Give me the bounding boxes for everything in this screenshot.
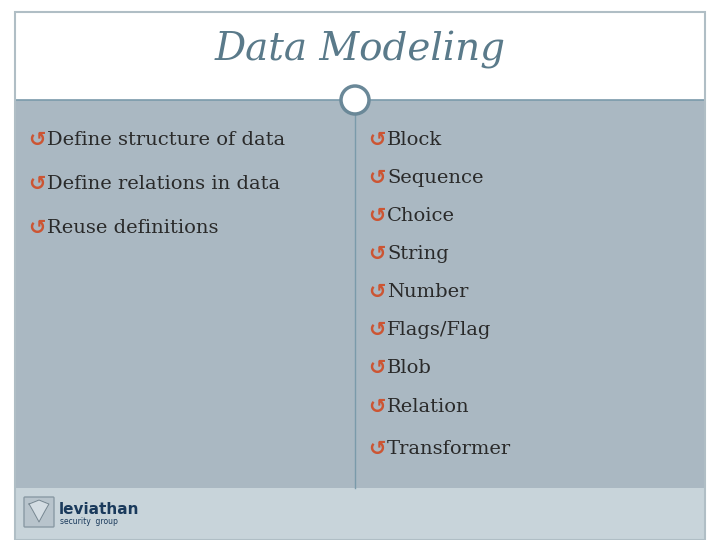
Text: Define structure of data: Define structure of data: [47, 131, 285, 149]
Text: Transformer: Transformer: [387, 440, 511, 458]
Text: ↺: ↺: [368, 168, 385, 188]
Text: ↺: ↺: [368, 397, 385, 417]
Text: Number: Number: [387, 283, 469, 301]
Text: ↺: ↺: [28, 174, 45, 194]
Text: ↺: ↺: [28, 218, 45, 238]
Circle shape: [341, 86, 369, 114]
Text: ↺: ↺: [368, 282, 385, 302]
FancyBboxPatch shape: [24, 497, 54, 527]
Text: leviathan: leviathan: [59, 502, 140, 516]
Text: Blob: Blob: [387, 359, 432, 377]
Text: security  group: security group: [60, 516, 118, 525]
Text: Sequence: Sequence: [387, 169, 484, 187]
Text: Flags/Flag: Flags/Flag: [387, 321, 491, 339]
Polygon shape: [29, 500, 49, 522]
Text: ↺: ↺: [368, 320, 385, 340]
Text: Reuse definitions: Reuse definitions: [47, 219, 218, 237]
Text: ↺: ↺: [368, 439, 385, 459]
Text: ↺: ↺: [368, 358, 385, 378]
FancyBboxPatch shape: [15, 488, 705, 540]
Text: ↺: ↺: [28, 130, 45, 150]
Text: Relation: Relation: [387, 398, 469, 416]
Text: Choice: Choice: [387, 207, 455, 225]
Text: String: String: [387, 245, 449, 263]
FancyBboxPatch shape: [15, 12, 705, 100]
Text: Define relations in data: Define relations in data: [47, 175, 280, 193]
FancyBboxPatch shape: [15, 100, 705, 488]
Text: Data Modeling: Data Modeling: [215, 31, 505, 69]
Text: ↺: ↺: [368, 206, 385, 226]
Text: Block: Block: [387, 131, 442, 149]
Text: ↺: ↺: [368, 130, 385, 150]
Text: ↺: ↺: [368, 244, 385, 264]
